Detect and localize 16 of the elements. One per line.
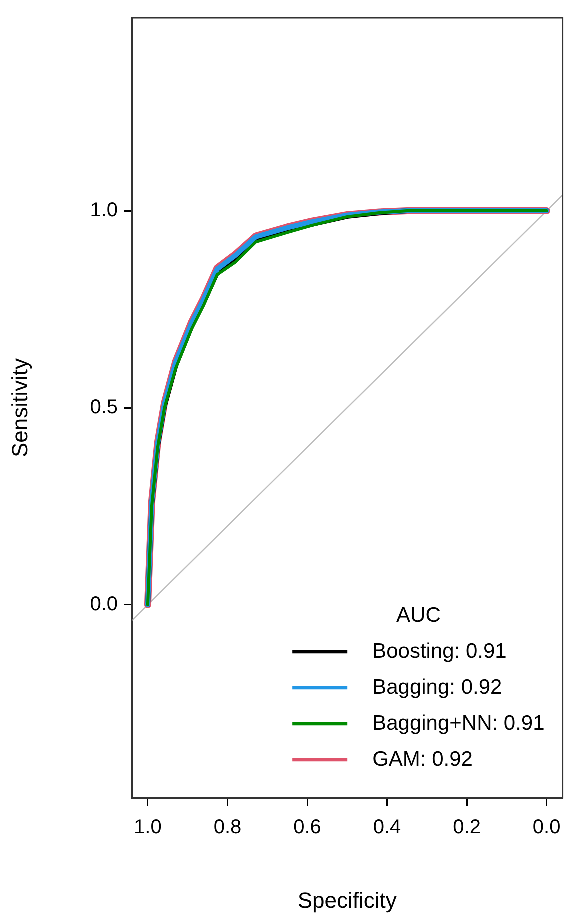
- x-tick-label: 0.8: [214, 816, 242, 839]
- legend-title: AUC: [396, 604, 441, 627]
- y-tick-label: 0.0: [90, 593, 118, 616]
- x-tick-label: 0.4: [373, 816, 402, 839]
- legend-label: GAM: 0.92: [372, 748, 473, 771]
- x-tick-label: 0.6: [294, 816, 322, 839]
- x-tick-label: 1.0: [134, 816, 162, 839]
- y-tick-label: 1.0: [90, 200, 118, 222]
- y-tick-label: 0.5: [90, 396, 118, 419]
- x-tick-label: 0.2: [453, 816, 481, 839]
- legend-label: Boosting: 0.91: [372, 640, 507, 663]
- y-axis-title: Sensitivity: [7, 358, 32, 458]
- legend-label: Bagging: 0.92: [372, 676, 502, 699]
- legend-label: Bagging+NN: 0.91: [372, 712, 545, 735]
- x-axis-title: Specificity: [298, 888, 397, 913]
- x-tick-label: 0.0: [532, 816, 561, 839]
